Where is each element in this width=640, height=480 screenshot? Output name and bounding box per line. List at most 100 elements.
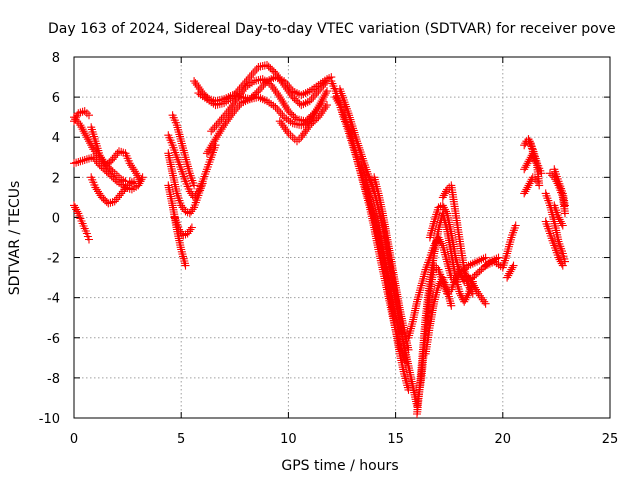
data-point [85, 111, 93, 120]
data-point [94, 159, 103, 168]
data-point [243, 81, 252, 90]
data-point [239, 98, 248, 107]
data-point [282, 114, 291, 123]
data-point [466, 285, 475, 294]
data-point [222, 109, 231, 118]
data-point [127, 178, 136, 187]
data-point [291, 113, 300, 122]
data-point [303, 88, 312, 97]
data-point [458, 273, 467, 282]
data-points [70, 61, 569, 418]
data-point [504, 271, 513, 280]
data-point [555, 215, 564, 224]
data-point [561, 201, 569, 210]
x-tick-label: 25 [602, 432, 619, 447]
data-point [481, 299, 490, 308]
series-f5 [524, 135, 546, 178]
data-point [323, 87, 331, 96]
data-point [81, 131, 90, 140]
data-point [535, 181, 544, 190]
data-point [73, 207, 82, 216]
series-c3 [202, 87, 331, 158]
series-c5 [275, 101, 331, 146]
x-tick-label: 0 [70, 432, 78, 447]
data-point [334, 99, 343, 108]
data-point [254, 93, 263, 102]
series-e6 [421, 273, 456, 358]
data-point [224, 96, 233, 105]
data-point [293, 89, 301, 98]
data-point [71, 203, 80, 212]
data-point [331, 93, 340, 102]
data-point [537, 169, 546, 178]
plot-frame [73, 56, 611, 419]
data-point [263, 78, 271, 87]
data-point [531, 175, 539, 184]
data-point [247, 71, 256, 79]
data-point [134, 181, 143, 190]
data-point [511, 221, 520, 230]
series-d5 [370, 173, 413, 354]
data-point [457, 271, 465, 280]
data-point [533, 177, 542, 186]
data-point [357, 150, 366, 159]
data-point [308, 85, 316, 94]
data-point [219, 113, 228, 122]
data-point [78, 107, 87, 116]
series-c4 [207, 75, 327, 136]
series-e3 [413, 209, 477, 418]
series-b3 [164, 181, 190, 270]
data-point [271, 69, 280, 77]
data-point [525, 179, 534, 188]
data-point [112, 177, 121, 186]
data-point [479, 254, 488, 263]
data-point [265, 79, 274, 88]
data-point [188, 205, 197, 214]
data-point [220, 99, 229, 108]
data-point [316, 85, 325, 94]
data-point [464, 281, 473, 290]
y-axis-title: SDTVAR / TECUs [7, 181, 23, 296]
data-point [275, 107, 283, 116]
data-point [480, 297, 489, 306]
data-point [206, 143, 215, 152]
series-g5 [550, 201, 567, 230]
data-point [483, 260, 492, 269]
data-point [215, 117, 224, 126]
data-point [78, 125, 87, 134]
data-point [135, 175, 144, 184]
data-point [315, 111, 324, 120]
axis-ticks: 0 5 10 15 20 25 -10 -8 -6 -4 -2 0 2 4 6 8 [39, 51, 619, 447]
series-a5 [87, 123, 145, 186]
data-point [187, 223, 196, 232]
data-point [462, 293, 471, 302]
series-f4 [520, 173, 542, 198]
data-point [556, 217, 565, 226]
data-point [508, 263, 517, 272]
data-point [212, 121, 221, 130]
data-point [467, 287, 476, 296]
data-point [130, 177, 138, 186]
chart-title: Day 163 of 2024, Sidereal Day-to-day VTE… [48, 21, 616, 37]
y-tick-label: 0 [52, 211, 60, 226]
data-point [447, 301, 456, 310]
data-point [284, 129, 293, 138]
data-point [74, 158, 83, 166]
y-tick-label: -6 [47, 332, 60, 347]
data-point [77, 123, 86, 132]
data-point [70, 159, 78, 168]
data-point [256, 85, 265, 94]
data-point [468, 259, 477, 268]
data-point [554, 213, 563, 222]
data-point [251, 67, 259, 75]
data-point [257, 83, 266, 92]
data-point [522, 161, 531, 170]
data-point [435, 279, 444, 288]
data-point [525, 155, 534, 164]
data-point [557, 219, 566, 228]
data-point [194, 89, 203, 98]
data-point [297, 101, 306, 110]
data-point [468, 289, 477, 298]
data-point [214, 119, 223, 128]
